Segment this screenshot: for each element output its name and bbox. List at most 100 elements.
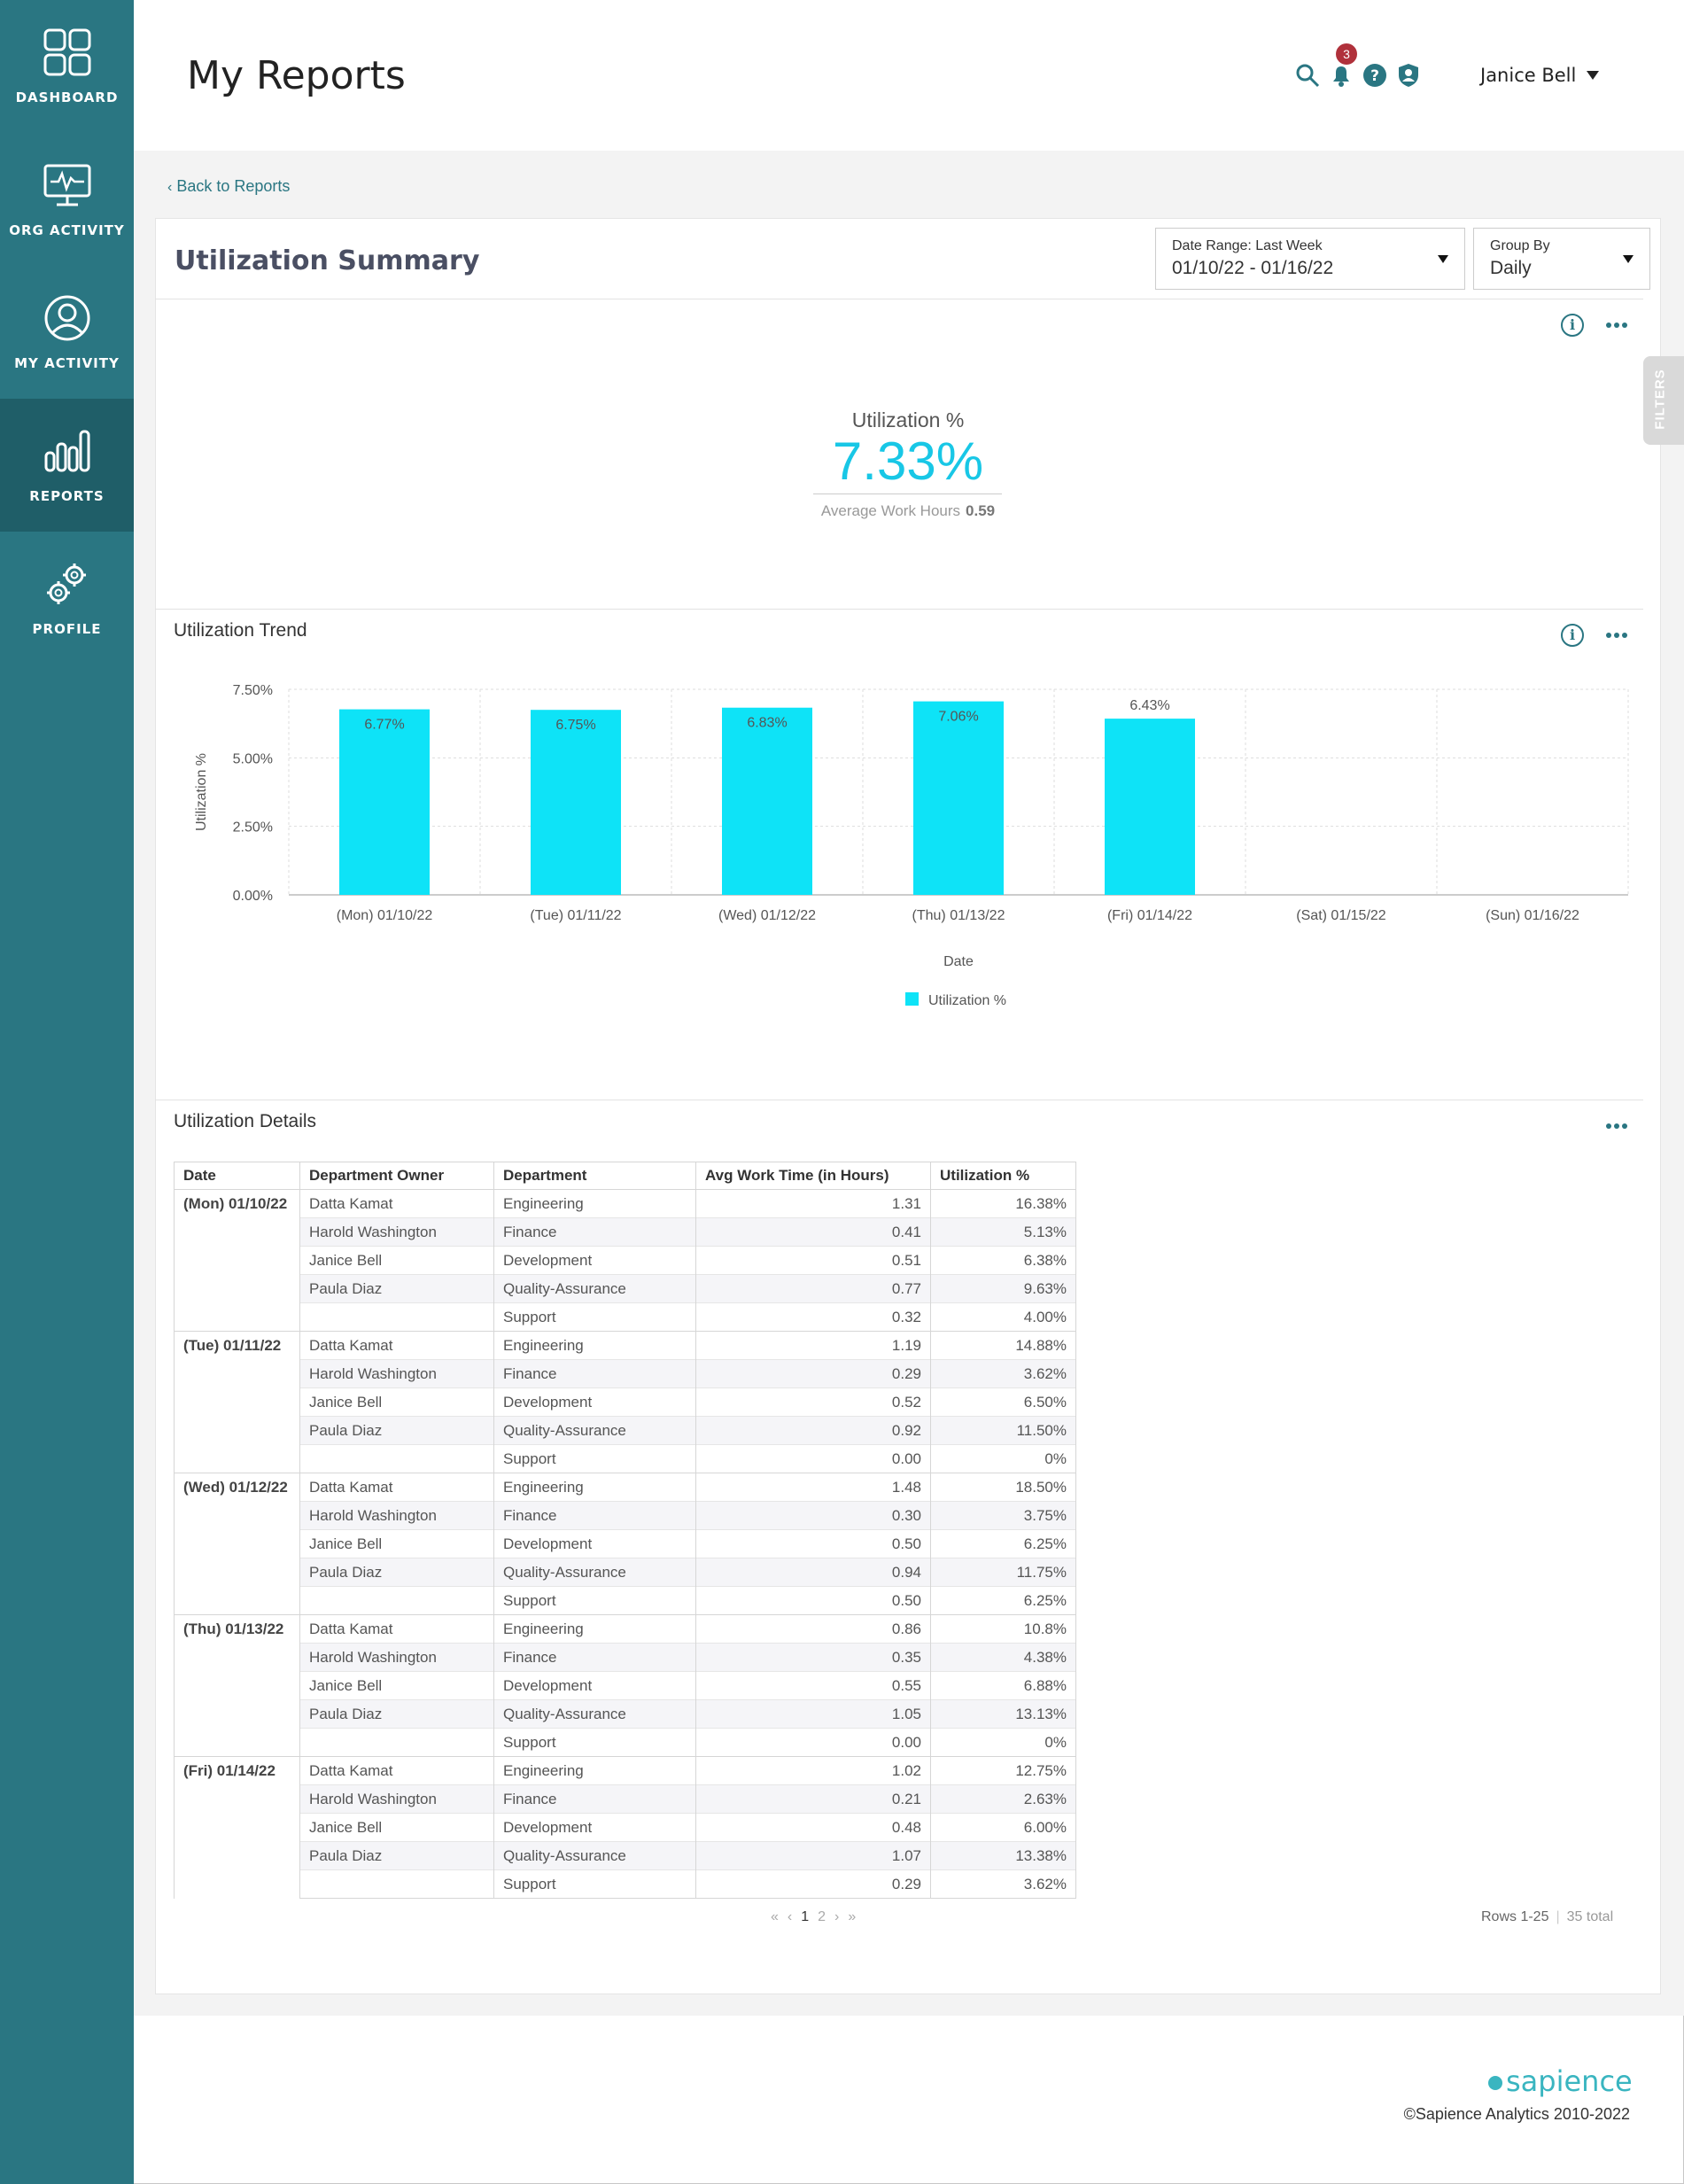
table-row: Janice Bell Development 0.55 6.88%	[175, 1671, 1076, 1700]
next-page-icon[interactable]: ›	[834, 1909, 840, 1924]
table-cell-utilization: 6.50%	[930, 1387, 1076, 1417]
help-icon[interactable]: ?	[1362, 62, 1388, 89]
sidebar-item-label: PROFILE	[32, 621, 102, 637]
table-cell-utilization: 13.13%	[930, 1699, 1076, 1729]
bell-icon[interactable]	[1328, 62, 1354, 89]
column-header[interactable]: Department	[493, 1162, 696, 1190]
divider	[155, 609, 1643, 610]
table-row: Harold Washington Finance 0.30 3.75%	[175, 1501, 1076, 1530]
table-row: (Mon) 01/10/22 Datta Kamat Engineering 1.31…	[174, 1189, 1076, 1332]
legend-swatch	[905, 992, 919, 1006]
bar-chart-icon	[44, 430, 89, 472]
table-row: Paula Diaz Quality-Assurance 1.07 13.38%	[175, 1841, 1076, 1870]
table-row: Support 0.32 4.00%	[175, 1302, 1076, 1332]
sidebar-item-my-activity[interactable]: MY ACTIVITY	[0, 266, 134, 399]
table-cell-date: (Wed) 01/12/22	[174, 1473, 300, 1615]
info-icon[interactable]: i	[1561, 314, 1584, 337]
table-cell-department: Development	[493, 1671, 696, 1700]
rows-total: 35 total	[1566, 1909, 1614, 1924]
gears-icon	[46, 563, 86, 604]
notification-badge: 3	[1336, 43, 1357, 65]
first-page-icon[interactable]: «	[771, 1909, 779, 1924]
date-range-value: 01/10/22 - 01/16/22	[1172, 258, 1334, 278]
data-label: 6.83%	[747, 716, 787, 731]
column-header[interactable]: Utilization %	[930, 1162, 1076, 1190]
group-by-label: Group By	[1490, 238, 1550, 253]
table-cell-avg-work-time: 0.48	[695, 1813, 931, 1842]
table-cell-department: Quality-Assurance	[493, 1841, 696, 1870]
column-header[interactable]: Date	[174, 1162, 300, 1190]
user-icon	[44, 295, 89, 341]
more-options-icon[interactable]	[1606, 1122, 1627, 1131]
table-cell-department: Finance	[493, 1217, 696, 1247]
x-tick-label: (Fri) 01/14/22	[1107, 908, 1192, 923]
table-cell-avg-work-time: 0.52	[695, 1387, 931, 1417]
sidebar-item-org-activity[interactable]: ORG ACTIVITY	[0, 133, 134, 266]
more-options-icon[interactable]	[1606, 631, 1627, 640]
x-tick-label: (Mon) 01/10/22	[337, 908, 433, 923]
page-number[interactable]: 2	[818, 1909, 826, 1924]
table-cell-utilization: 11.75%	[930, 1558, 1076, 1587]
table-row: (Wed) 01/12/22 Datta Kamat Engineering 1.48…	[174, 1473, 1076, 1615]
sidebar-item-reports[interactable]: REPORTS	[0, 399, 134, 532]
chart-bar	[339, 709, 430, 895]
table-cell-owner: Janice Bell	[299, 1671, 494, 1700]
page-number[interactable]: 1	[801, 1909, 810, 1924]
x-tick-label: (Sun) 01/16/22	[1486, 908, 1579, 923]
table-cell-department: Quality-Assurance	[493, 1274, 696, 1303]
back-to-reports-link[interactable]: ‹ Back to Reports	[167, 177, 290, 196]
table-cell-owner	[299, 1302, 494, 1332]
table-cell-utilization: 9.63%	[930, 1274, 1076, 1303]
table-cell-date: (Fri) 01/14/22	[174, 1756, 300, 1899]
x-tick-label: (Wed) 01/12/22	[718, 908, 816, 923]
table-cell-department: Engineering	[493, 1331, 696, 1360]
filters-tab[interactable]: FILTERS	[1643, 356, 1684, 445]
table-cell-utilization: 6.25%	[930, 1529, 1076, 1558]
table-cell-department: Finance	[493, 1501, 696, 1530]
more-options-icon[interactable]	[1606, 321, 1627, 330]
table-cell-department: Finance	[493, 1359, 696, 1388]
table-row: Janice Bell Development 0.51 6.38%	[175, 1246, 1076, 1275]
kpi-value: 7.33%	[832, 431, 984, 491]
info-icon[interactable]: i	[1561, 624, 1584, 647]
date-range-dropdown[interactable]: Date Range: Last Week 01/10/22 - 01/16/2…	[1155, 228, 1465, 290]
y-tick-label: 0.00%	[233, 889, 273, 904]
table-cell-department: Support	[493, 1444, 696, 1473]
sidebar-item-label: ORG ACTIVITY	[9, 222, 125, 238]
back-link-label: Back to Reports	[176, 177, 291, 195]
table-cell-avg-work-time: 0.00	[695, 1444, 931, 1473]
copyright: ©Sapience Analytics 2010-2022	[1403, 2105, 1630, 2123]
table-cell-owner: Janice Bell	[299, 1387, 494, 1417]
y-tick-label: 5.00%	[233, 751, 273, 766]
table-cell-department: Support	[493, 1586, 696, 1615]
column-header[interactable]: Avg Work Time (in Hours)	[695, 1162, 931, 1190]
table-cell-owner: Harold Washington	[299, 1501, 494, 1530]
table-row: Paula Diaz Quality-Assurance 1.05 13.13%	[175, 1699, 1076, 1729]
prev-page-icon[interactable]: ‹	[787, 1909, 793, 1924]
group-by-dropdown[interactable]: Group By Daily	[1473, 228, 1650, 290]
column-header[interactable]: Department Owner	[299, 1162, 494, 1190]
table-cell-avg-work-time: 1.19	[695, 1331, 931, 1360]
chevron-down-icon	[1623, 255, 1634, 263]
chart-bar	[1105, 719, 1195, 895]
last-page-icon[interactable]: »	[848, 1909, 857, 1924]
table-cell-department: Support	[493, 1302, 696, 1332]
shield-icon[interactable]	[1395, 62, 1422, 89]
utilization-details-table: Date Department Owner Department Avg Wor…	[174, 1162, 1076, 1899]
search-icon[interactable]	[1294, 62, 1321, 89]
table-cell-department: Support	[493, 1728, 696, 1757]
table-cell-department: Engineering	[493, 1614, 696, 1644]
table-row: Support 0.29 3.62%	[175, 1869, 1076, 1899]
sidebar-item-dashboard[interactable]: DASHBOARD	[0, 0, 134, 133]
table-cell-department: Finance	[493, 1643, 696, 1672]
table-cell-owner: Paula Diaz	[299, 1274, 494, 1303]
kpi-subtext: Average Work Hours 0.59	[797, 502, 1019, 520]
sidebar-item-profile[interactable]: PROFILE	[0, 532, 134, 665]
data-label: 6.75%	[555, 718, 595, 733]
x-tick-label: (Tue) 01/11/22	[530, 908, 621, 923]
table-cell-department: Engineering	[493, 1189, 696, 1218]
user-menu[interactable]: Janice Bell	[1480, 65, 1600, 86]
x-tick-label: (Sat) 01/15/22	[1296, 908, 1386, 923]
table-cell-utilization: 0%	[930, 1444, 1076, 1473]
x-axis-title: Date	[943, 954, 974, 969]
